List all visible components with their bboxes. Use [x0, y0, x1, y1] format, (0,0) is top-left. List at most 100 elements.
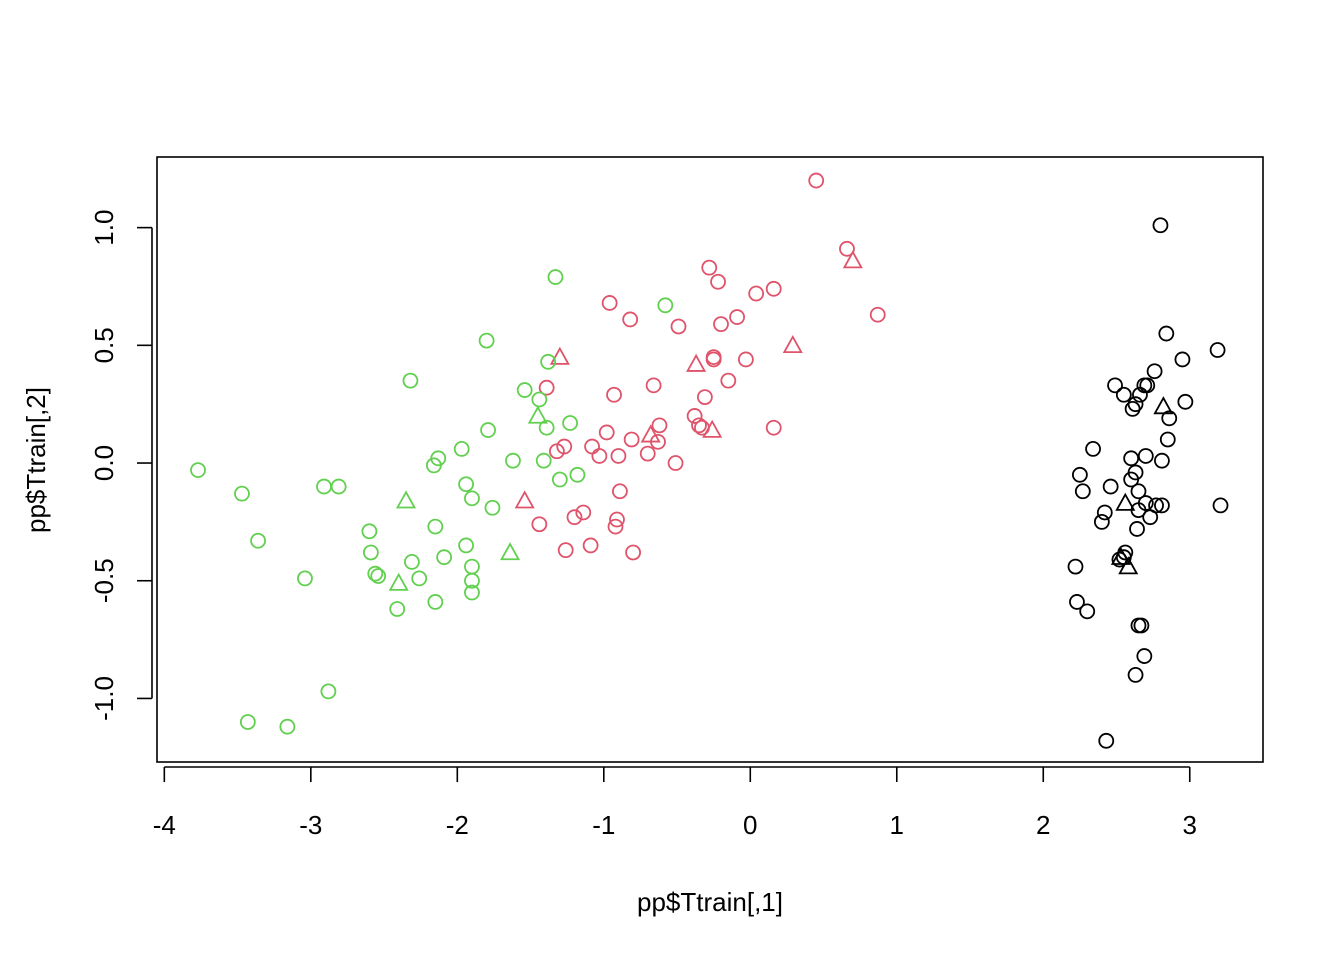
point-black-circle — [1096, 504, 1113, 521]
x-tick-label: 0 — [743, 810, 757, 840]
point-red-circle — [601, 295, 618, 311]
point-red-circle — [598, 424, 615, 441]
point-green-circle — [516, 382, 533, 398]
point-green-circle — [657, 297, 674, 314]
x-tick-label: -2 — [446, 810, 469, 840]
x-tick-label: 1 — [890, 810, 904, 840]
point-green-circle — [484, 499, 501, 516]
point-green-circle — [427, 518, 444, 535]
point-black-circle — [1161, 410, 1178, 427]
y-tick-label: -0.5 — [89, 558, 119, 603]
point-black-circle — [1093, 513, 1110, 530]
point-green-circle — [569, 466, 586, 483]
point-green-circle — [316, 478, 332, 495]
point-black-circle — [1123, 471, 1140, 488]
point-green-circle — [538, 419, 555, 436]
point-black-circle — [1127, 666, 1144, 683]
point-black-triangle — [1110, 546, 1131, 565]
point-green-circle — [464, 572, 480, 589]
point-red-triangle — [702, 419, 723, 438]
point-red-circle — [607, 518, 624, 535]
point-green-circle — [234, 485, 250, 502]
point-black-circle — [1079, 603, 1096, 620]
point-black-circle — [1115, 386, 1132, 403]
point-black-circle — [1154, 452, 1170, 469]
point-green-circle — [540, 353, 557, 370]
point-red-triangle — [640, 424, 661, 443]
point-green-triangle — [396, 490, 417, 509]
point-green-circle — [403, 554, 420, 570]
point-black-circle — [1069, 594, 1085, 610]
point-green-circle — [411, 570, 428, 587]
point-red-circle — [839, 240, 855, 257]
point-green-triangle — [388, 572, 409, 591]
point-black-circle — [1098, 732, 1115, 749]
point-black-circle — [1130, 483, 1147, 500]
y-tick-label: 1.0 — [89, 210, 119, 246]
point-black-circle — [1137, 448, 1154, 464]
point-red-circle — [591, 448, 608, 464]
point-black-circle — [1132, 386, 1148, 403]
point-green-circle — [535, 452, 552, 469]
point-green-circle — [480, 422, 496, 438]
point-green-circle — [320, 683, 337, 700]
point-green-circle — [367, 565, 384, 582]
point-black-circle — [1085, 441, 1101, 457]
point-black-circle — [1159, 431, 1176, 448]
point-black-circle — [1071, 466, 1088, 483]
point-green-circle — [389, 601, 406, 617]
point-green-circle — [279, 718, 296, 735]
x-tick-label: -1 — [592, 810, 615, 840]
point-green-circle — [190, 462, 206, 478]
point-green-circle — [297, 570, 313, 587]
point-red-circle — [645, 377, 662, 394]
point-black-triangle — [1153, 396, 1174, 415]
point-red-circle — [531, 516, 548, 533]
point-red-triangle — [549, 346, 570, 365]
point-green-circle — [551, 471, 568, 488]
point-red-circle — [765, 280, 782, 297]
point-black-circle — [1158, 325, 1175, 342]
point-red-circle — [538, 379, 555, 396]
point-black-triangle — [1115, 492, 1136, 511]
point-black-circle — [1129, 521, 1145, 537]
point-black-circle — [1177, 393, 1194, 410]
point-black-circle — [1067, 558, 1084, 575]
point-red-triangle — [842, 250, 863, 269]
point-black-circle — [1102, 478, 1119, 495]
point-red-circle — [582, 537, 599, 554]
x-axis: -4 -3 -2 -1 0 1 2 3 — [153, 766, 1197, 840]
point-black-circle — [1123, 450, 1140, 467]
point-black-circle — [1107, 377, 1123, 394]
point-black-circle — [1209, 342, 1226, 358]
point-red-circle — [713, 316, 729, 333]
x-tick-label: -3 — [299, 810, 322, 840]
point-green-circle — [453, 441, 470, 457]
point-green-circle — [427, 594, 444, 610]
point-red-triangle — [514, 490, 535, 509]
point-black-circle — [1124, 400, 1141, 417]
point-green-triangle — [527, 405, 548, 424]
point-black-circle — [1174, 351, 1191, 368]
point-red-circle — [696, 389, 713, 406]
point-black-circle — [1152, 217, 1169, 234]
point-red-circle — [869, 306, 886, 323]
point-red-circle — [639, 445, 656, 462]
point-red-circle — [625, 544, 641, 561]
point-green-circle — [478, 332, 495, 349]
point-black-circle — [1146, 363, 1163, 380]
point-red-circle — [701, 259, 718, 276]
point-green-circle — [562, 415, 579, 431]
point-red-circle — [651, 417, 668, 434]
point-red-circle — [575, 504, 592, 521]
point-black-circle — [1133, 617, 1150, 634]
point-green-circle — [547, 269, 564, 285]
point-black-circle — [1074, 483, 1091, 500]
x-tick-label: 3 — [1183, 810, 1197, 840]
point-red-triangle — [686, 353, 707, 372]
y-axis: -1.0 -0.5 0.0 0.5 1.0 — [89, 210, 153, 721]
y-tick-label: -1.0 — [89, 676, 119, 721]
point-black-circle — [1212, 497, 1229, 514]
point-red-circle — [557, 542, 574, 559]
